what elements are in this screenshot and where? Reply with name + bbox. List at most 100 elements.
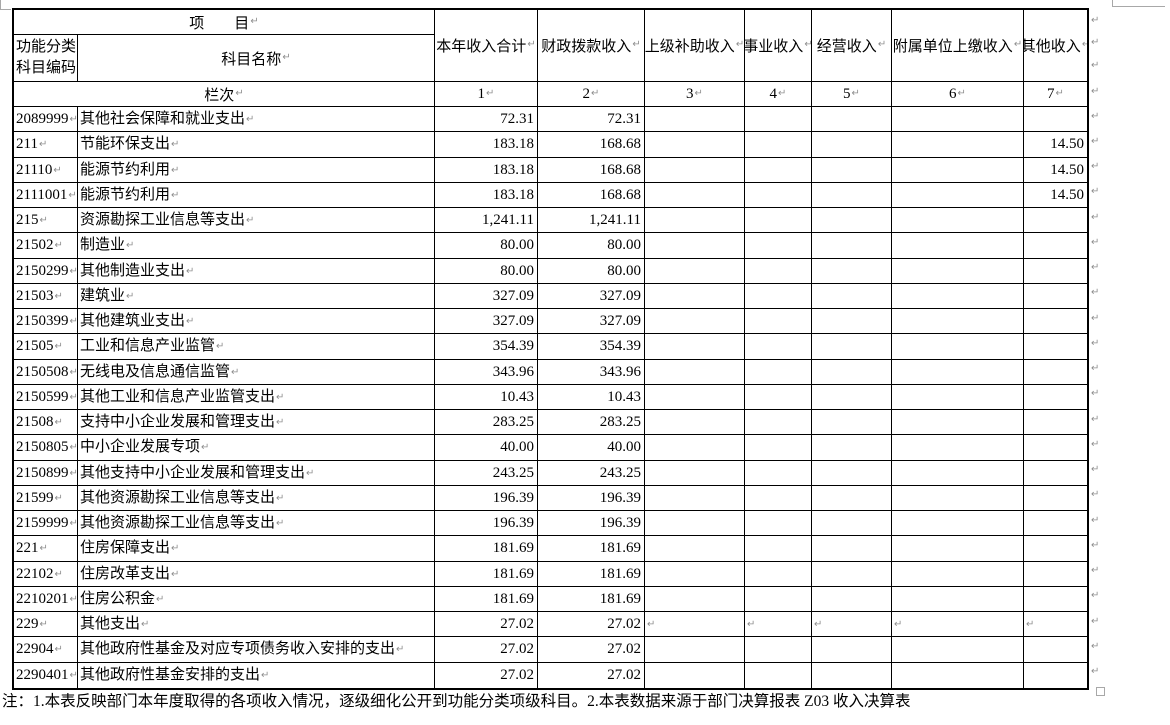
cell-value: [745, 410, 812, 436]
cell-value: 72.31: [538, 107, 645, 133]
paragraph-mark-icon: ↵: [171, 568, 180, 580]
paragraph-mark-icon: ↵: [39, 543, 48, 555]
paragraph-mark-icon: ↵: [957, 87, 966, 99]
paragraph-mark-icon: ↵: [54, 240, 63, 252]
cell-value: [1024, 663, 1087, 688]
paragraph-mark-icon: ↵: [1013, 39, 1023, 50]
paragraph-mark-icon: ↵: [54, 644, 63, 656]
cell-subject-name: 其他社会保障和就业支出↵: [78, 107, 435, 133]
cell-value: [892, 309, 1024, 335]
paragraph-mark-icon: ↵: [54, 290, 63, 302]
cell-function-code: 2150508↵: [14, 359, 78, 385]
cell-subject-name: 住房保障支出↵: [78, 536, 435, 562]
paragraph-mark-icon: ↵: [171, 189, 180, 201]
cell-value: 181.69: [538, 586, 645, 612]
cell-value: [645, 460, 745, 486]
cell-value: ↵: [745, 612, 812, 638]
cell-subject-name: 住房改革支出↵: [78, 561, 435, 587]
cell-value: [892, 359, 1024, 385]
cell-value: 181.69: [435, 586, 538, 612]
paragraph-mark-icon: ↵: [1091, 413, 1100, 425]
cell-value: [812, 637, 892, 663]
table-footnote: 注：1.本表反映部门本年度取得的各项收入情况，逐级细化公开到功能分类项级科目。2…: [2, 693, 911, 710]
cell-function-code: 21508↵: [14, 410, 78, 436]
cell-value: [892, 157, 1024, 183]
paragraph-mark-icon: ↵: [1091, 15, 1100, 26]
header-function-code-line2-text: 科目编码: [16, 59, 77, 76]
cell-value: 10.43: [435, 384, 538, 410]
cell-value: [745, 132, 812, 158]
cell-subject-name: 其他资源勘探工业信息等支出↵: [78, 511, 435, 537]
cell-value: 27.02: [538, 612, 645, 638]
header-column-number: 1 ↵: [435, 82, 538, 107]
cell-subject-name: 建筑业↵: [78, 283, 435, 309]
cell-value: [645, 233, 745, 259]
cell-value: [645, 485, 745, 511]
cell-value: 327.09: [435, 283, 538, 309]
cell-value: [812, 410, 892, 436]
cell-value: [1024, 259, 1087, 284]
cell-value: 283.25: [435, 410, 538, 436]
cell-value: [645, 410, 745, 436]
cell-value: [745, 662, 812, 688]
paragraph-mark-icon: ↵: [171, 139, 180, 151]
cell-value: [645, 662, 745, 688]
paragraph-mark-icon: ↵: [68, 189, 77, 201]
paragraph-mark-icon: ↵: [235, 87, 244, 99]
cell-value: [892, 561, 1024, 587]
cell-function-code: 2150599↵: [14, 384, 78, 410]
header-col-label: 财政拨款收入: [541, 39, 632, 55]
cell-value: [645, 561, 745, 587]
paragraph-mark-icon: ↵: [53, 164, 62, 176]
cell-value: 327.09: [538, 309, 645, 335]
paragraph-mark-icon: ↵: [69, 518, 78, 529]
cell-value: 14.50: [1024, 158, 1087, 183]
paragraph-mark-icon: ↵: [814, 619, 823, 630]
paragraph-mark-icon: ↵: [778, 87, 787, 99]
header-project: 项 目 ↵: [14, 10, 435, 35]
cell-value: 181.69: [538, 536, 645, 562]
header-column-number: 5 ↵: [812, 82, 892, 107]
paragraph-mark-icon: ↵: [1091, 615, 1100, 627]
cell-subject-name: 节能环保支出↵: [78, 132, 435, 158]
paragraph-mark-icon: ↵: [54, 568, 63, 580]
cell-subject-name: 其他建筑业支出↵: [78, 309, 435, 335]
cell-value: 40.00: [538, 435, 645, 461]
cell-value: 1,241.11: [435, 208, 538, 234]
cell-function-code: 211↵: [14, 132, 78, 158]
column-number-text: 3: [686, 85, 694, 102]
paragraph-mark-icon: ↵: [250, 15, 259, 27]
paragraph-mark-icon: ↵: [156, 593, 165, 605]
header-col-affiliated-unit-remittance: 附属单位上缴收入 ↵: [892, 10, 1024, 82]
paragraph-mark-icon: ↵: [647, 619, 656, 630]
cell-value: 80.00: [435, 233, 538, 259]
cell-value: 243.25: [435, 460, 538, 486]
cell-value: [745, 334, 812, 360]
cell-subject-name: 其他支持中小企业发展和管理支出↵: [78, 460, 435, 486]
paragraph-mark-icon: ↵: [246, 114, 255, 125]
paragraph-mark-icon: ↵: [276, 417, 285, 428]
paragraph-mark-icon: ↵: [1091, 287, 1100, 299]
paragraph-mark-icon: ↵: [126, 290, 135, 302]
cell-value: 327.09: [538, 283, 645, 309]
cell-value: [812, 334, 892, 360]
cell-value: ↵: [645, 612, 745, 638]
cell-value: 196.39: [538, 485, 645, 511]
cell-value: [812, 511, 892, 537]
cell-value: 27.02: [435, 637, 538, 663]
cell-value: 181.69: [435, 536, 538, 562]
cell-subject-name: 其他工业和信息产业监管支出↵: [78, 384, 435, 410]
paragraph-mark-icon: ↵: [735, 39, 745, 50]
paragraph-mark-icon: ↵: [1091, 135, 1100, 147]
cell-value: [892, 435, 1024, 461]
cell-value: [745, 511, 812, 537]
cell-value: [645, 334, 745, 360]
cell-value: [812, 182, 892, 208]
paragraph-mark-icon: ↵: [171, 543, 180, 555]
cell-value: 196.39: [538, 511, 645, 537]
cell-value: [892, 233, 1024, 259]
income-statement-table: 项 目↵ 功能分类 科目编码↵ 科目名称↵ 本年收入合计↵ 财政拨款收入↵ 上级…: [12, 8, 1089, 690]
header-function-code: 功能分类 科目编码↵: [14, 35, 78, 82]
cell-function-code: 2150299↵: [14, 258, 78, 284]
column-number-text: 7: [1047, 85, 1055, 102]
